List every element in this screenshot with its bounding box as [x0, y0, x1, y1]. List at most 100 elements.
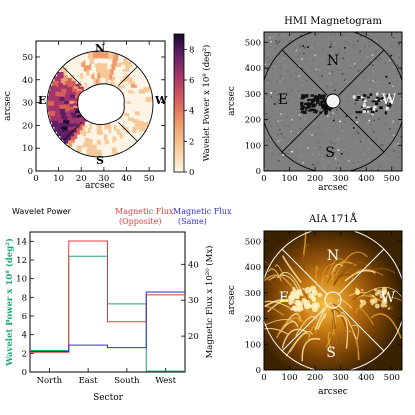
- hmi-noise-pixel: [276, 100, 279, 103]
- hmi-speck: [307, 46, 309, 48]
- hmi-noise-pixel: [280, 67, 283, 69]
- aia-coronal-loop: [361, 287, 402, 299]
- hmi-noise-pixel: [334, 33, 336, 36]
- hmi-noise-pixel: [371, 64, 374, 66]
- wavelet-pixel: [63, 120, 70, 127]
- aia-bright-kernel: [304, 286, 312, 294]
- hmi-noise-pixel: [332, 112, 334, 114]
- hmi-noise-pixel: [397, 156, 400, 158]
- hmi-noise-pixel: [318, 69, 321, 72]
- hmi-noise-pixel: [372, 70, 375, 73]
- wavelet-pixel: [77, 134, 84, 141]
- hmi-negative-flux: [324, 104, 328, 108]
- hmi-noise-pixel: [399, 83, 401, 85]
- wavelet-pixel: [110, 142, 117, 150]
- wavelet-pixel: [100, 134, 107, 142]
- wavelet-pixel: [140, 105, 147, 112]
- hmi-noise-pixel: [341, 73, 344, 75]
- wavelet-pixel: [135, 96, 142, 104]
- hmi-noise-pixel: [361, 94, 364, 96]
- wavelet-pixel: [106, 148, 114, 156]
- hmi-noise-pixel: [368, 45, 370, 47]
- hmi-mixed-flux: [370, 110, 375, 114]
- hmi-negative-flux: [322, 99, 325, 102]
- hmi-noise-pixel: [345, 139, 347, 141]
- hmi-noise-pixel: [330, 43, 332, 46]
- hmi-noise-pixel: [358, 114, 361, 117]
- wavelet-inner-boundary: [77, 83, 125, 125]
- wavelet-pixel: [53, 91, 61, 99]
- wavelet-pixel: [145, 105, 152, 113]
- hmi-noise-pixel: [283, 136, 285, 139]
- aia-ytick-label: 500: [245, 237, 261, 247]
- aia-bright-kernel: [292, 305, 299, 312]
- wavelet-pixel: [63, 81, 70, 88]
- hmi-noise-pixel: [390, 165, 393, 167]
- wavelet-pixel: [136, 82, 144, 90]
- hmi-noise-pixel: [284, 112, 286, 115]
- hmi-mixed-flux: [375, 96, 380, 99]
- aia-bright-kernel: [387, 307, 391, 310]
- wavelet-pixel: [62, 97, 70, 104]
- hmi-noise-pixel: [384, 108, 386, 110]
- aia-xtick-label: 100: [281, 373, 297, 383]
- wavelet-pixel: [122, 136, 130, 143]
- hmi-label-east: E: [278, 92, 288, 108]
- wavelet-pixel: [72, 58, 79, 65]
- hmi-mixed-flux: [376, 92, 379, 96]
- wavelet-map-xtick-label: 10: [53, 174, 64, 184]
- wavelet-pixel: [133, 88, 141, 96]
- hmi-sector-divider: [281, 49, 328, 96]
- wavelet-pixel: [61, 126, 68, 134]
- aia-bright-kernel: [374, 303, 380, 309]
- hmi-noise-pixel: [364, 46, 367, 48]
- hmi-noise-pixel: [392, 124, 395, 127]
- hmi-noise-pixel: [391, 107, 394, 110]
- wavelet-pixel: [54, 114, 62, 121]
- hmi-negative-flux: [319, 111, 323, 114]
- aia-bright-kernel: [317, 292, 322, 298]
- colorbar-tick-label: 4: [189, 107, 194, 117]
- hmi-noise-pixel: [273, 62, 276, 65]
- hmi-noise-pixel: [376, 39, 378, 42]
- hmi-noise-pixel: [306, 97, 309, 100]
- hmi-noise-pixel: [336, 112, 338, 115]
- aia-coronal-loop: [268, 268, 283, 283]
- hmi-noise-pixel: [316, 142, 319, 144]
- hmi-noise-pixel: [291, 118, 293, 121]
- hmi-noise-pixel: [279, 80, 282, 82]
- aia-coronal-loop: [264, 276, 283, 293]
- hmi-noise-pixel: [356, 40, 359, 42]
- hmi-speck: [345, 115, 348, 117]
- hmi-noise-pixel: [303, 118, 306, 120]
- hmi-mixed-flux: [385, 106, 389, 111]
- hmi-noise-pixel: [318, 153, 321, 156]
- hmi-negative-flux: [310, 100, 313, 105]
- hmi-noise-pixel: [328, 93, 331, 95]
- hmi-noise-pixel: [357, 69, 360, 72]
- wavelet-pixel: [86, 52, 94, 60]
- hmi-noise-pixel: [390, 45, 393, 48]
- hmi-negative-flux: [314, 103, 317, 107]
- wavelet-map-ytick-label: 40: [22, 76, 33, 86]
- hmi-noise-pixel: [301, 84, 304, 87]
- hmi-noise-pixel: [342, 34, 344, 37]
- aia-bright-kernel: [355, 290, 361, 296]
- hmi-noise-pixel: [278, 160, 280, 162]
- hmi-noise-pixel: [328, 72, 331, 75]
- aia-coronal-loop: [264, 327, 289, 335]
- hmi-noise-pixel: [349, 67, 352, 69]
- hmi-mixed-flux: [369, 93, 373, 97]
- wavelet-pixel: [60, 68, 67, 75]
- hmi-negative-flux: [305, 94, 308, 98]
- aia-coronal-loop: [336, 335, 341, 364]
- hmi-noise-pixel: [335, 83, 338, 85]
- hmi-speck: [340, 152, 343, 155]
- wavelet-pixel: [125, 61, 133, 68]
- colorbar: 0 2 4 6 8 Wavelet Power x 10⁸ (deg²): [173, 33, 212, 178]
- hmi-noise-pixel: [312, 59, 314, 61]
- hmi-noise-pixel: [331, 52, 334, 54]
- wavelet-pixel: [82, 131, 90, 139]
- hmi-noise-pixel: [266, 57, 269, 59]
- wavelet-pixel: [101, 144, 108, 151]
